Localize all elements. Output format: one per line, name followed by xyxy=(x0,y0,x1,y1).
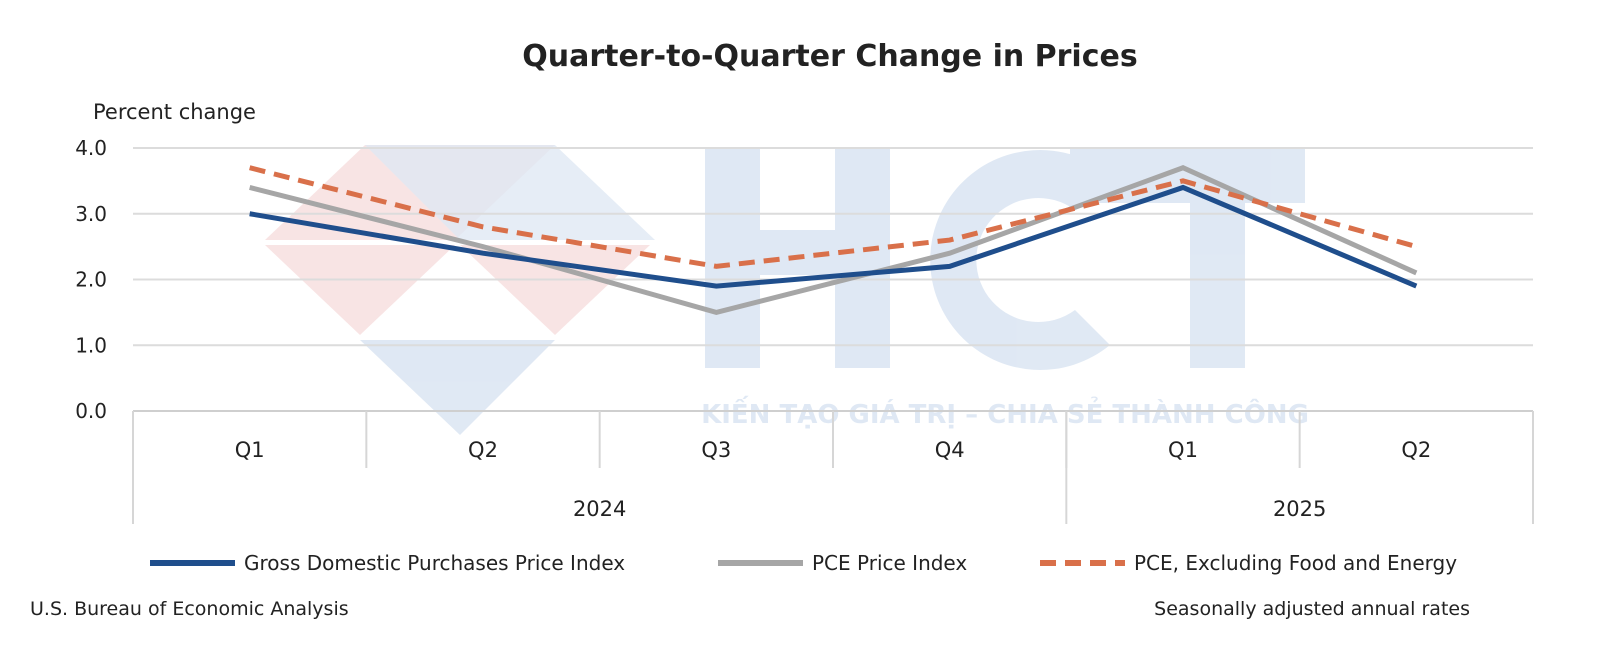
x-tick-label: Q2 xyxy=(1401,438,1431,462)
y-tick-label: 0.0 xyxy=(75,399,107,423)
y-tick-labels: 0.0 1.0 2.0 3.0 4.0 xyxy=(75,136,107,423)
series-line-2 xyxy=(249,165,1418,269)
y-tick-label: 1.0 xyxy=(75,333,107,357)
chart-title: Quarter-to-Quarter Change in Prices xyxy=(522,39,1137,74)
watermark-tagline: KIẾN TẠO GIÁ TRỊ – CHIA SẺ THÀNH CÔNG xyxy=(701,395,1309,430)
year-label: 2025 xyxy=(1273,497,1326,521)
rates-note: Seasonally adjusted annual rates xyxy=(1154,598,1470,620)
x-tick-label: Q2 xyxy=(468,438,498,462)
legend-label-1: PCE Price Index xyxy=(812,551,967,575)
legend-label-0: Gross Domestic Purchases Price Index xyxy=(244,551,625,575)
x-axis: Q1 Q2 Q3 Q4 Q1 Q2 2024 2025 xyxy=(132,411,1534,524)
series-line-0 xyxy=(249,184,1418,289)
legend: Gross Domestic Purchases Price Index PCE … xyxy=(150,551,1457,575)
year-label: 2024 xyxy=(573,497,626,521)
watermark-logo: KIẾN TẠO GIÁ TRỊ – CHIA SẺ THÀNH CÔNG xyxy=(265,145,1309,435)
x-tick-label: Q1 xyxy=(1168,438,1198,462)
source-note: U.S. Bureau of Economic Analysis xyxy=(30,598,349,620)
x-tick-label: Q4 xyxy=(935,438,965,462)
series-line-1 xyxy=(249,165,1418,315)
x-tick-label: Q3 xyxy=(701,438,731,462)
y-tick-label: 2.0 xyxy=(75,268,107,292)
y-tick-label: 3.0 xyxy=(75,202,107,226)
x-tick-label: Q1 xyxy=(235,438,265,462)
legend-label-2: PCE, Excluding Food and Energy xyxy=(1134,551,1457,575)
series-lines xyxy=(249,165,1418,315)
y-tick-label: 4.0 xyxy=(75,136,107,160)
y-axis-label: Percent change xyxy=(93,100,256,124)
